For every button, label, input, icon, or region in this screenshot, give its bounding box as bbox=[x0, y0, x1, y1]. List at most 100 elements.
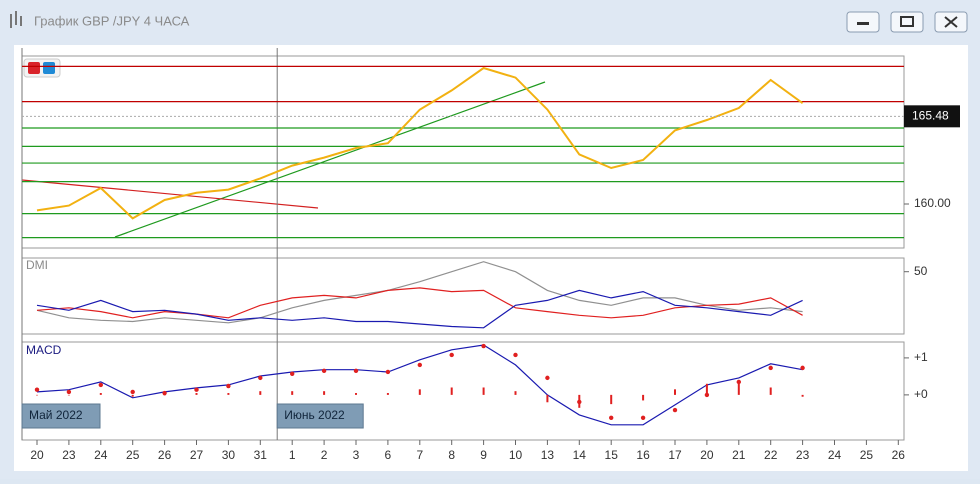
histogram-bar bbox=[418, 389, 421, 395]
signal-dot bbox=[545, 375, 550, 381]
signal-dot bbox=[194, 387, 199, 392]
histogram-bar bbox=[163, 394, 166, 396]
indicator-line bbox=[36, 289, 803, 329]
signal-dot bbox=[736, 379, 741, 385]
histogram-bar bbox=[99, 393, 102, 395]
last-price-label: 165.48 bbox=[912, 108, 949, 122]
histogram-bar bbox=[67, 394, 70, 396]
signal-dot bbox=[162, 390, 167, 396]
histogram-bar bbox=[642, 394, 645, 401]
signal-dot bbox=[66, 389, 72, 395]
histogram-bar bbox=[578, 394, 581, 408]
histogram-bar bbox=[259, 391, 262, 395]
x-tick-label: 23 bbox=[796, 448, 810, 462]
signal-dot bbox=[481, 343, 486, 349]
x-tick-label: 7 bbox=[416, 448, 423, 462]
indicator-line bbox=[36, 287, 803, 319]
x-tick-label: 27 bbox=[190, 448, 204, 462]
x-tick-label: 25 bbox=[126, 448, 140, 462]
signal-dot bbox=[290, 371, 295, 377]
histogram-bar bbox=[769, 387, 772, 395]
histogram-bar bbox=[227, 393, 230, 395]
x-tick-label: 17 bbox=[668, 448, 682, 462]
trend-line bbox=[114, 81, 546, 238]
last-price-box bbox=[904, 105, 960, 128]
minimize-button[interactable] bbox=[846, 11, 880, 33]
histogram-bar bbox=[131, 394, 134, 397]
histogram-bar bbox=[674, 389, 676, 395]
y-tick-label: 50 bbox=[914, 264, 928, 278]
y-tick-label: +0 bbox=[914, 387, 928, 401]
signal-dot bbox=[768, 365, 773, 371]
histogram-bar bbox=[801, 394, 804, 397]
x-tick-label: 16 bbox=[636, 448, 650, 462]
month-label-box bbox=[276, 403, 364, 429]
restore-button[interactable] bbox=[890, 11, 924, 33]
month-label: Июнь 2022 bbox=[284, 408, 345, 422]
x-tick-label: 2 bbox=[321, 448, 328, 462]
histogram-bar bbox=[195, 393, 198, 395]
histogram-bar bbox=[291, 391, 294, 395]
x-tick-label: 25 bbox=[860, 448, 874, 462]
signal-dot bbox=[98, 382, 104, 388]
x-tick-label: 15 bbox=[605, 448, 619, 462]
y-tick-label: +1 bbox=[914, 350, 928, 364]
x-tick-label: 30 bbox=[222, 448, 236, 462]
x-tick-label: 22 bbox=[764, 448, 778, 462]
x-tick-label: 9 bbox=[480, 448, 487, 462]
macd-label: MACD bbox=[26, 343, 62, 357]
histogram-bar bbox=[355, 393, 357, 395]
histogram-bar bbox=[323, 391, 326, 395]
signal-dot bbox=[321, 368, 327, 374]
histogram-bar bbox=[737, 383, 740, 395]
x-tick-label: 20 bbox=[30, 448, 44, 462]
close-button[interactable] bbox=[934, 11, 968, 33]
signal-dot bbox=[258, 375, 263, 381]
panel-toggle[interactable] bbox=[23, 58, 61, 78]
x-tick-label: 6 bbox=[385, 448, 392, 462]
signal-dot bbox=[609, 415, 614, 421]
signal-dot bbox=[385, 369, 391, 375]
x-tick-label: 21 bbox=[732, 448, 746, 462]
x-tick-label: 3 bbox=[353, 448, 360, 462]
x-tick-label: 14 bbox=[573, 448, 587, 462]
month-label: Май 2022 bbox=[29, 408, 83, 422]
x-tick-label: 26 bbox=[892, 448, 906, 462]
x-tick-label: 24 bbox=[828, 448, 842, 462]
signal-dot bbox=[226, 383, 231, 389]
signal-dot bbox=[800, 365, 805, 371]
signal-dot bbox=[34, 387, 40, 392]
x-tick-label: 23 bbox=[62, 448, 76, 462]
x-tick-label: 24 bbox=[94, 448, 108, 462]
signal-dot bbox=[417, 362, 422, 368]
histogram-bar bbox=[546, 394, 549, 403]
histogram-bar bbox=[386, 393, 389, 395]
dmi-label: DMI bbox=[26, 258, 48, 272]
signal-dot bbox=[672, 407, 678, 413]
histogram-bar bbox=[482, 387, 485, 395]
histogram-bar bbox=[450, 387, 453, 395]
histogram-bar bbox=[36, 394, 38, 396]
signal-dot bbox=[130, 389, 135, 395]
x-tick-label: 31 bbox=[254, 448, 268, 462]
app-icon bbox=[10, 11, 22, 28]
y-tick-label: 160.00 bbox=[914, 196, 951, 210]
signal-dot bbox=[449, 352, 454, 358]
indicator-line bbox=[36, 261, 803, 324]
signal-dot bbox=[513, 352, 518, 358]
x-tick-label: 10 bbox=[509, 448, 523, 462]
signal-dot bbox=[353, 368, 359, 374]
x-tick-label: 8 bbox=[448, 448, 455, 462]
window-title: График GBP /JPY 4 ЧАСА bbox=[34, 13, 190, 28]
x-tick-label: 20 bbox=[700, 448, 714, 462]
price-line bbox=[36, 66, 804, 220]
x-tick-label: 26 bbox=[158, 448, 172, 462]
trend-line bbox=[21, 179, 319, 209]
signal-dot bbox=[640, 415, 646, 421]
histogram-bar bbox=[610, 394, 613, 405]
month-label-box bbox=[21, 403, 101, 429]
x-tick-label: 1 bbox=[289, 448, 296, 462]
x-tick-label: 13 bbox=[541, 448, 555, 462]
